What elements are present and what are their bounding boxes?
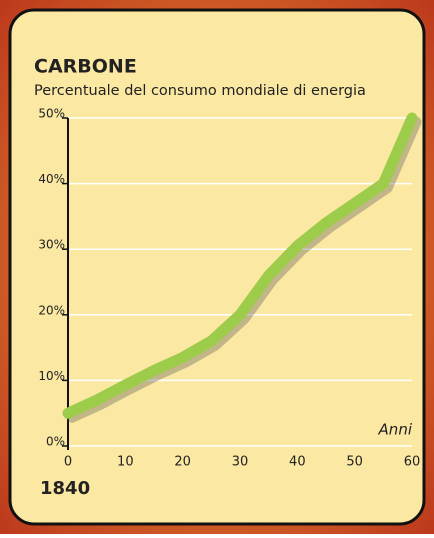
y-tick-label: 20%: [38, 303, 65, 317]
x-tick-label: 50: [346, 455, 363, 470]
y-tick-label: 0%: [46, 435, 65, 449]
y-tick-label: 50%: [38, 107, 65, 121]
x-tick-label: 40: [289, 455, 306, 470]
x-tick-label: 60: [404, 455, 421, 470]
y-tick-label: 30%: [38, 238, 65, 252]
line: [62, 112, 418, 419]
x-tick-label: 20: [174, 455, 191, 470]
y-tick-label: 10%: [38, 369, 65, 383]
x-axis-label: Anni: [378, 421, 413, 439]
x-tick-label: 10: [117, 455, 134, 470]
x-tick-label: 0: [64, 455, 72, 470]
annotation: 1840: [40, 478, 90, 499]
x-tick-label: 30: [232, 455, 249, 470]
y-tick-label: 40%: [38, 172, 65, 186]
chart-title: CARBONE: [34, 56, 137, 78]
chart-subtitle: Percentuale del consumo mondiale di ener…: [34, 83, 366, 99]
